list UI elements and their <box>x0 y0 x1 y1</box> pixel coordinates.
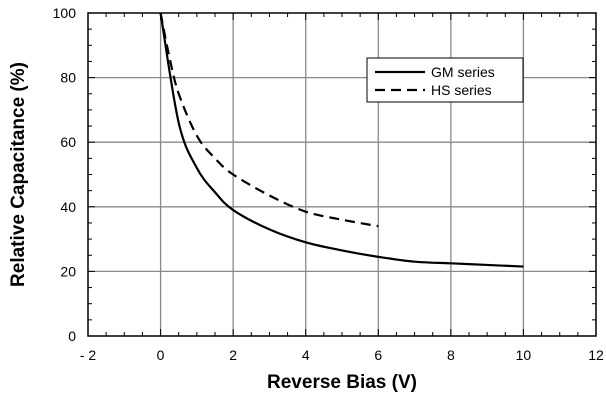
x-tick-label: 4 <box>302 347 310 363</box>
y-tick-label: 20 <box>60 263 76 279</box>
y-tick-label: 40 <box>60 199 76 215</box>
gm-series-line <box>159 12 524 268</box>
legend: GM series HS series <box>366 57 524 103</box>
y-tick-label: 100 <box>53 5 77 21</box>
x-tick-label: 0 <box>157 347 165 363</box>
x-tick-label: 6 <box>374 347 382 363</box>
series <box>159 12 524 268</box>
y-tick-label: 0 <box>68 328 76 344</box>
x-tick-label: 8 <box>447 347 455 363</box>
legend-box <box>366 57 524 103</box>
x-tick-label: 12 <box>588 347 604 363</box>
y-tick-label: 60 <box>60 134 76 150</box>
y-tick-label: 80 <box>60 70 76 86</box>
legend-label: HS series <box>431 82 492 98</box>
x-tick-label: 2 <box>229 347 237 363</box>
x-tick-label: - 2 <box>80 347 97 363</box>
y-axis-title: Relative Capacitance (%) <box>8 62 29 287</box>
x-tick-label: 10 <box>516 347 532 363</box>
x-axis-title: Reverse Bias (V) <box>267 372 417 393</box>
legend-label: GM series <box>431 64 495 80</box>
hs-series-line <box>159 12 379 228</box>
